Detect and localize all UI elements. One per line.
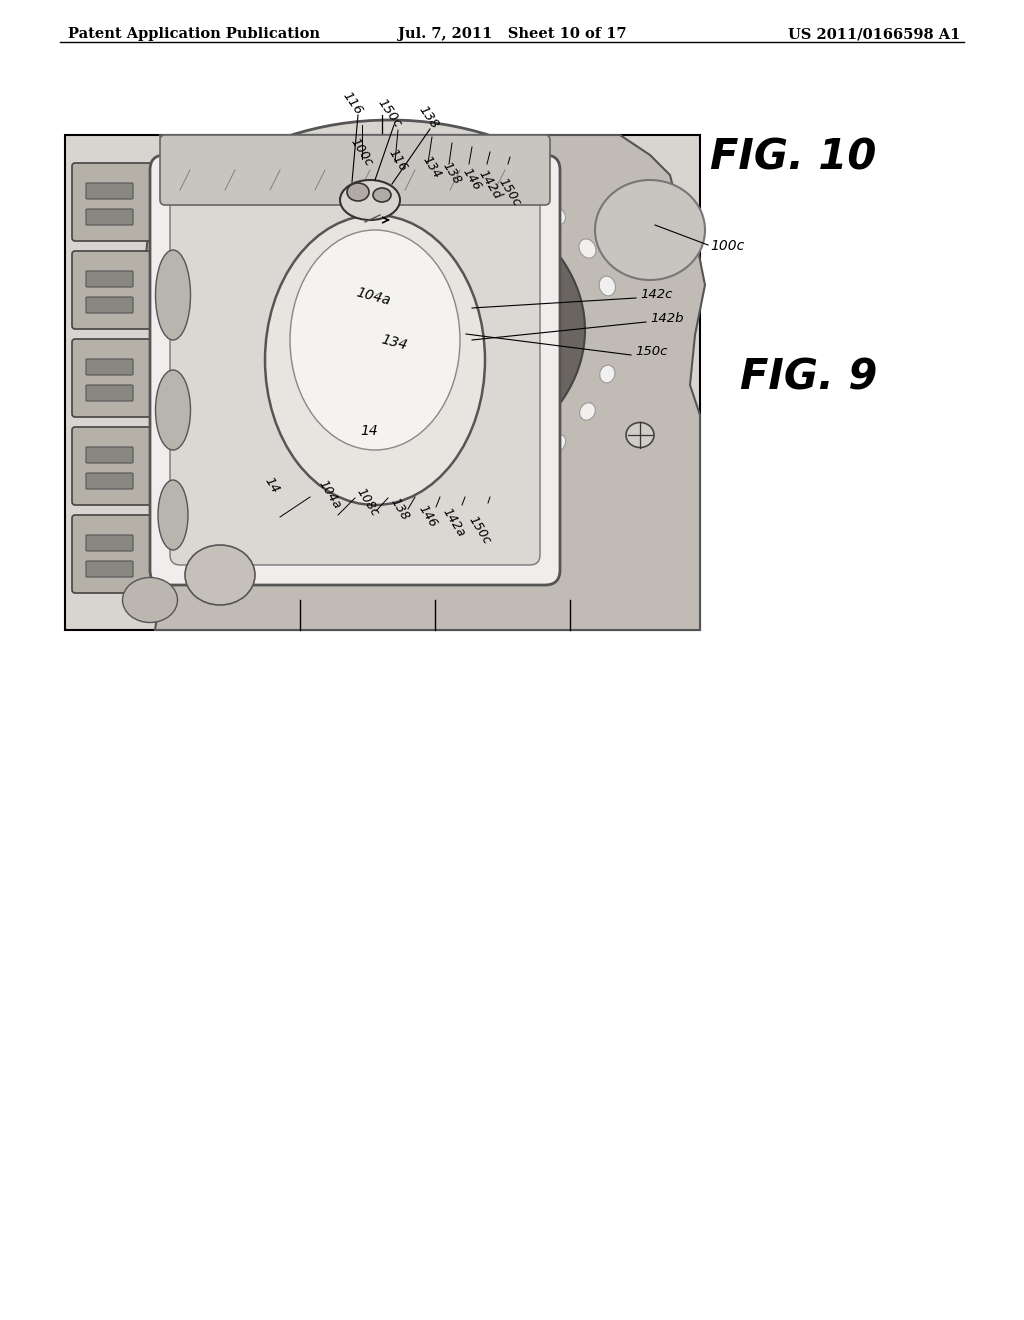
Ellipse shape (373, 187, 391, 202)
Ellipse shape (506, 462, 526, 479)
Ellipse shape (165, 276, 181, 296)
Text: 138: 138 (440, 160, 464, 186)
FancyBboxPatch shape (72, 426, 153, 506)
Ellipse shape (214, 434, 232, 454)
Text: 100c: 100c (348, 136, 376, 169)
Ellipse shape (158, 480, 188, 550)
Text: 116: 116 (340, 88, 365, 117)
Ellipse shape (156, 249, 190, 341)
Text: 14: 14 (360, 424, 378, 438)
FancyBboxPatch shape (72, 162, 153, 242)
Ellipse shape (184, 403, 201, 420)
Ellipse shape (580, 403, 595, 420)
Text: FIG. 9: FIG. 9 (740, 356, 878, 399)
FancyBboxPatch shape (86, 385, 133, 401)
Text: 100c: 100c (710, 239, 744, 253)
FancyBboxPatch shape (86, 271, 133, 286)
Ellipse shape (459, 162, 478, 180)
Text: 138: 138 (416, 103, 440, 131)
Text: FIG. 10: FIG. 10 (710, 137, 877, 180)
Ellipse shape (459, 334, 471, 346)
FancyBboxPatch shape (86, 297, 133, 313)
Ellipse shape (579, 239, 596, 259)
Text: 150c: 150c (376, 96, 404, 129)
Ellipse shape (547, 434, 565, 454)
Ellipse shape (301, 482, 322, 498)
Ellipse shape (437, 317, 453, 333)
Ellipse shape (184, 239, 201, 259)
FancyBboxPatch shape (86, 561, 133, 577)
Ellipse shape (595, 180, 705, 280)
FancyBboxPatch shape (72, 251, 153, 329)
Ellipse shape (400, 277, 500, 363)
Ellipse shape (340, 180, 400, 220)
Ellipse shape (150, 145, 630, 515)
Text: 134: 134 (420, 153, 443, 181)
Text: 104a: 104a (316, 478, 344, 512)
Text: 116: 116 (386, 147, 410, 174)
Text: 146: 146 (416, 503, 440, 529)
FancyBboxPatch shape (86, 209, 133, 224)
FancyBboxPatch shape (86, 183, 133, 199)
Text: 150c: 150c (466, 513, 494, 546)
Ellipse shape (165, 176, 585, 484)
Text: 142d: 142d (476, 168, 504, 202)
Ellipse shape (185, 545, 255, 605)
Ellipse shape (347, 183, 369, 201)
Ellipse shape (125, 120, 655, 540)
Text: 134: 134 (380, 333, 410, 352)
FancyBboxPatch shape (160, 135, 550, 205)
Text: 108c: 108c (354, 486, 382, 519)
Text: 138: 138 (388, 495, 412, 523)
Text: 146: 146 (460, 165, 484, 193)
Ellipse shape (302, 162, 322, 180)
Ellipse shape (548, 206, 565, 224)
Ellipse shape (265, 215, 485, 506)
Ellipse shape (406, 491, 428, 507)
Ellipse shape (352, 491, 374, 507)
Ellipse shape (600, 366, 615, 383)
Text: 104a: 104a (355, 285, 392, 308)
Ellipse shape (458, 482, 479, 498)
FancyBboxPatch shape (86, 473, 133, 488)
Ellipse shape (351, 153, 375, 169)
Polygon shape (145, 135, 705, 630)
FancyBboxPatch shape (86, 447, 133, 463)
Text: Jul. 7, 2011   Sheet 10 of 17: Jul. 7, 2011 Sheet 10 of 17 (397, 26, 627, 41)
Ellipse shape (255, 181, 273, 198)
Text: 14: 14 (262, 474, 282, 495)
Ellipse shape (156, 370, 190, 450)
Text: 150c: 150c (635, 345, 668, 358)
Ellipse shape (123, 578, 177, 623)
Text: 142c: 142c (640, 288, 673, 301)
Polygon shape (260, 249, 420, 360)
Bar (65, 135, 700, 630)
FancyBboxPatch shape (170, 176, 540, 565)
Ellipse shape (165, 366, 180, 383)
Text: US 2011/0166598 A1: US 2011/0166598 A1 (787, 26, 961, 41)
Ellipse shape (459, 301, 471, 314)
Ellipse shape (290, 230, 460, 450)
Ellipse shape (626, 422, 654, 447)
Text: 142a: 142a (440, 506, 468, 540)
FancyBboxPatch shape (72, 339, 153, 417)
FancyBboxPatch shape (86, 359, 133, 375)
Text: Patent Application Publication: Patent Application Publication (68, 26, 319, 41)
FancyBboxPatch shape (150, 154, 560, 585)
Ellipse shape (404, 153, 429, 169)
Ellipse shape (215, 206, 232, 224)
Ellipse shape (507, 181, 525, 198)
Ellipse shape (599, 276, 615, 296)
FancyBboxPatch shape (72, 515, 153, 593)
FancyBboxPatch shape (86, 535, 133, 550)
Text: 142b: 142b (650, 312, 683, 325)
Ellipse shape (254, 462, 273, 479)
Text: 150c: 150c (497, 176, 523, 209)
